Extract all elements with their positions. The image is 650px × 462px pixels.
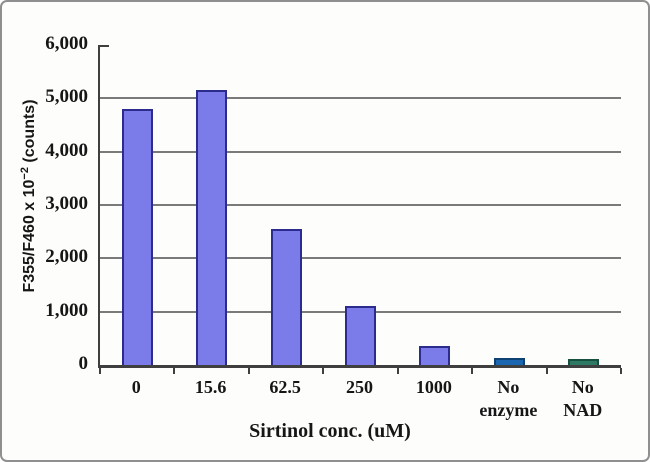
gridline (100, 97, 621, 100)
x-category-label-line: 250 (346, 377, 373, 397)
bar-250 (345, 306, 376, 365)
y-tick-label: 6,000 (45, 33, 88, 54)
y-tick-label: 4,000 (45, 139, 88, 161)
x-axis-tick (620, 368, 622, 374)
x-category-label-line: 62.5 (269, 377, 301, 397)
gridline (100, 150, 621, 153)
y-tick-label: 0 (78, 353, 89, 374)
x-category-label-line: 0 (131, 377, 141, 397)
x-category-label-line: NAD (563, 400, 603, 420)
x-axis-tick (396, 368, 399, 374)
bar-no-nad (568, 359, 600, 365)
x-category-label: 0 (98, 376, 174, 399)
x-axis-tick (471, 368, 474, 374)
bar-0 (121, 109, 153, 365)
x-category-label: 250 (322, 376, 398, 399)
x-axis-tick (247, 368, 250, 374)
y-tick-label: 1,000 (45, 299, 88, 321)
y-tick-label: 5,000 (45, 86, 88, 108)
x-axis-title: Sirtinol conc. (uM) (249, 420, 411, 442)
x-category-label: 62.5 (247, 376, 323, 399)
bar-15.6 (196, 90, 228, 365)
x-axis-tick (545, 368, 548, 374)
y-axis-title-exponent: −2 (18, 167, 31, 180)
x-category-label: No NAD (545, 376, 621, 422)
bar-62.5 (270, 229, 302, 365)
x-axis-tick (99, 368, 101, 374)
x-axis-tick (322, 368, 325, 374)
x-category-label: No enzyme (470, 376, 546, 422)
plot-area (98, 45, 622, 374)
y-axis-top-tick (100, 45, 109, 47)
bar-1000 (419, 346, 451, 365)
y-tick-label: 2,000 (45, 246, 88, 268)
x-category-label-line: 1000 (415, 377, 452, 397)
x-category-label-line: 15.6 (194, 377, 227, 397)
x-category-label-line: No (571, 377, 594, 397)
x-category-label: 1000 (396, 376, 472, 399)
x-category-label: 15.6 (173, 376, 249, 399)
x-category-label-line: No (497, 377, 520, 397)
x-axis-tick (173, 368, 176, 374)
y-tick-label: 3,000 (45, 193, 88, 214)
bar-no-enzyme (493, 358, 525, 365)
gridline (100, 204, 621, 206)
gridline (100, 257, 621, 260)
x-category-label-line: enzyme (479, 400, 538, 420)
